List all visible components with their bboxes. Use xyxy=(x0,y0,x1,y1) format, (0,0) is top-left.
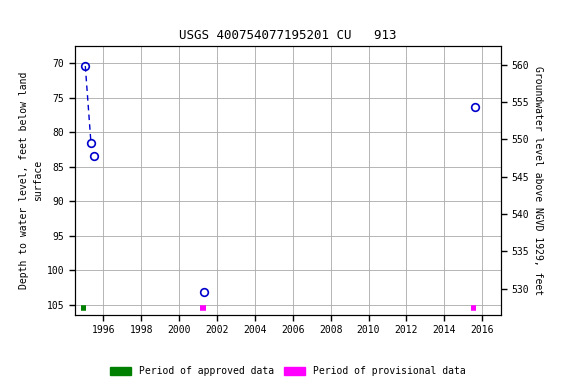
Y-axis label: Depth to water level, feet below land
surface: Depth to water level, feet below land su… xyxy=(20,72,43,289)
Y-axis label: Groundwater level above NGVD 1929, feet: Groundwater level above NGVD 1929, feet xyxy=(533,66,543,295)
Title: USGS 400754077195201 CU   913: USGS 400754077195201 CU 913 xyxy=(179,29,397,42)
Legend: Period of approved data, Period of provisional data: Period of approved data, Period of provi… xyxy=(107,363,469,379)
